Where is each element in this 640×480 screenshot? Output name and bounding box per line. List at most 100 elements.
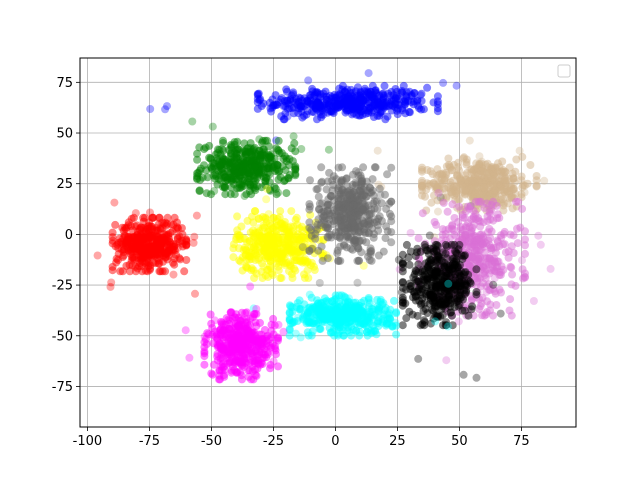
- data-point: [240, 234, 249, 243]
- data-point: [121, 232, 130, 241]
- data-point: [241, 358, 250, 367]
- data-point: [269, 224, 278, 233]
- data-point: [296, 333, 305, 342]
- data-point: [357, 318, 366, 327]
- data-point: [214, 166, 223, 175]
- data-point: [360, 219, 368, 228]
- data-point: [353, 256, 362, 265]
- data-point: [442, 356, 451, 365]
- data-point: [439, 78, 448, 87]
- data-point: [216, 358, 225, 366]
- data-point: [512, 155, 521, 164]
- data-point: [250, 242, 259, 251]
- data-point: [347, 101, 356, 110]
- data-point: [431, 293, 440, 302]
- data-point: [353, 242, 362, 251]
- data-point: [410, 287, 419, 296]
- data-point: [512, 197, 520, 206]
- data-point: [515, 146, 524, 155]
- data-point: [262, 195, 271, 204]
- data-point: [520, 188, 529, 197]
- data-point: [297, 102, 306, 111]
- data-point: [391, 103, 400, 112]
- data-point: [292, 213, 301, 222]
- data-point: [431, 317, 440, 326]
- data-point: [294, 93, 303, 102]
- data-point: [296, 104, 305, 113]
- legend-box: [557, 64, 571, 78]
- data-point: [146, 105, 155, 113]
- data-point: [219, 136, 227, 145]
- data-point: [448, 176, 457, 185]
- data-point: [280, 222, 289, 231]
- data-point: [265, 341, 274, 350]
- data-point: [387, 197, 396, 206]
- data-point: [285, 301, 294, 310]
- data-point: [519, 274, 528, 283]
- data-point: [402, 240, 411, 249]
- data-point: [452, 183, 461, 191]
- data-point: [432, 271, 441, 280]
- data-point: [320, 294, 329, 303]
- data-point: [311, 230, 320, 239]
- data-point: [273, 233, 282, 242]
- data-point: [287, 207, 296, 216]
- data-point: [319, 89, 328, 98]
- data-point: [325, 168, 334, 177]
- data-point: [321, 315, 330, 324]
- data-point: [255, 135, 264, 144]
- data-point: [526, 161, 535, 169]
- data-point: [496, 309, 505, 318]
- data-point: [348, 170, 357, 179]
- data-point: [421, 270, 430, 279]
- data-point: [156, 236, 165, 245]
- data-point: [117, 238, 126, 247]
- data-point: [252, 322, 261, 331]
- data-point: [345, 294, 353, 303]
- data-point: [469, 214, 478, 223]
- data-point: [369, 113, 378, 121]
- data-point: [371, 215, 380, 224]
- data-point: [240, 192, 249, 200]
- data-point: [278, 162, 287, 171]
- data-point: [333, 249, 342, 258]
- data-point: [461, 185, 470, 194]
- data-point: [221, 155, 230, 164]
- data-point: [269, 314, 278, 323]
- data-point: [176, 255, 185, 264]
- data-point: [390, 296, 398, 305]
- data-point: [221, 190, 230, 199]
- data-point: [306, 91, 315, 99]
- data-point: [191, 289, 199, 298]
- data-point: [298, 113, 307, 122]
- data-point: [452, 81, 461, 90]
- data-point: [408, 310, 417, 319]
- data-point: [411, 266, 420, 275]
- data-point: [276, 207, 285, 216]
- data-point: [254, 169, 263, 178]
- data-point: [317, 163, 326, 172]
- data-point: [335, 233, 344, 242]
- data-point: [284, 174, 293, 183]
- data-point: [266, 257, 275, 266]
- x-tick-label: 75: [513, 434, 530, 449]
- data-point: [300, 270, 308, 279]
- data-point: [511, 167, 520, 176]
- data-point: [459, 370, 468, 379]
- data-point: [279, 223, 288, 232]
- data-point: [163, 102, 171, 111]
- data-point: [267, 152, 275, 161]
- data-point: [258, 274, 267, 282]
- data-point: [296, 254, 305, 263]
- y-tick-label: 0: [65, 228, 73, 243]
- data-point: [194, 168, 203, 177]
- data-point: [456, 223, 465, 231]
- data-point: [455, 202, 464, 211]
- data-point: [341, 219, 350, 228]
- data-point: [264, 210, 273, 219]
- data-point: [207, 155, 215, 164]
- data-point: [93, 251, 102, 260]
- data-point: [185, 353, 194, 362]
- data-point: [500, 227, 509, 236]
- data-point: [226, 190, 235, 199]
